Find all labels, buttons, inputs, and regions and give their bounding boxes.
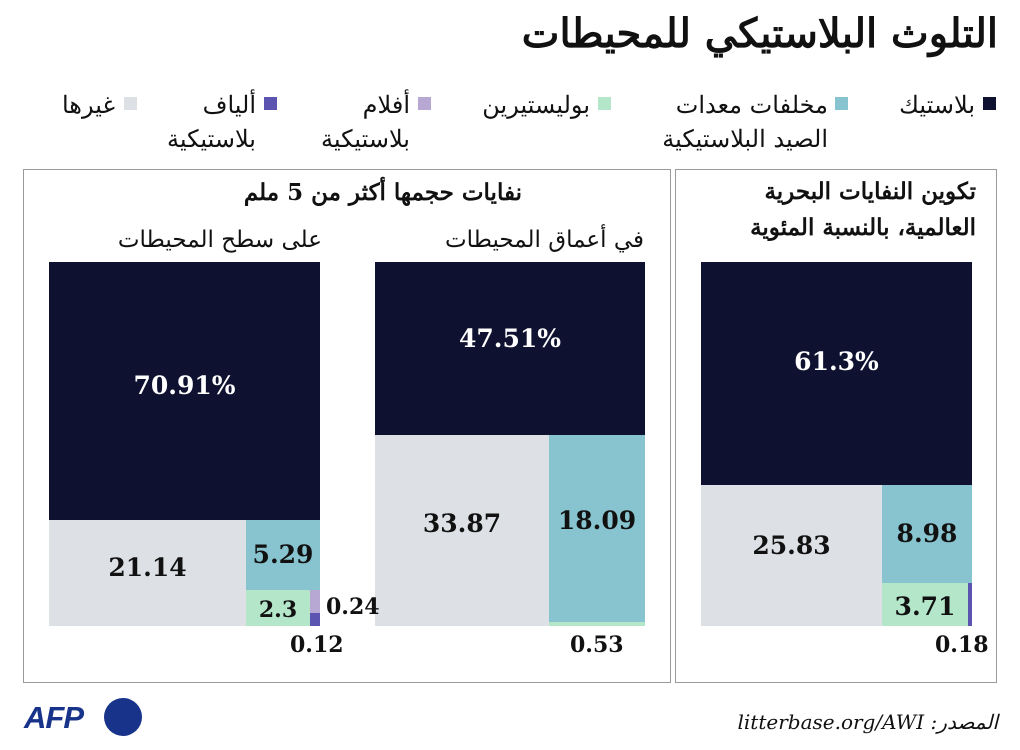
deep-fishing-cell: [549, 435, 645, 622]
legend-swatch-fishing: [835, 97, 848, 110]
surface-polystyrene-cell: [246, 590, 310, 626]
legend-swatch-films: [418, 97, 431, 110]
surface-fishing-label: 5.29: [252, 540, 314, 569]
legend-label-fishing: مخلفات معدات الصيد البلاستيكية: [662, 91, 828, 153]
deep-polystyrene-cell: [549, 622, 645, 626]
deep-plastic-label: 47.51%: [458, 323, 562, 353]
global-plastic-label: 61.3%: [794, 346, 879, 376]
global-polystyrene-label: 3.71: [894, 591, 956, 621]
surface-polystyrene-label: 2.3: [258, 597, 298, 623]
global-polystyrene-cell: [882, 583, 968, 626]
legend-swatch-other: [124, 97, 137, 110]
panel-global-waste: تكوين النفايات البحرية العالمية، بالنسبة…: [675, 169, 997, 683]
chart-title: التلوث البلاستيكي للمحيطات: [521, 10, 998, 57]
afp-logo: AFP: [24, 698, 144, 738]
legend-label-fibers: ألياف بلاستيكية: [167, 91, 256, 153]
legend-label-films: أفلام بلاستيكية: [321, 91, 410, 153]
legend-label-plastic: بلاستيك: [899, 91, 975, 119]
panel-global-title: تكوين النفايات البحرية العالمية، بالنسبة…: [750, 178, 976, 241]
global-fibers-label: 0.18: [935, 632, 989, 658]
surface-fibers-cell: [310, 613, 320, 626]
legend: بلاستيك مخلفات معدات الصيد البلاستيكية ب…: [0, 88, 1020, 158]
deep-plastic-cell: [375, 262, 645, 435]
legend-swatch-polystyrene: [598, 97, 611, 110]
global-fishing-label: 8.98: [896, 519, 958, 548]
surface-other-cell: [49, 520, 246, 626]
surface-ocean-label: على سطح المحيطات: [117, 227, 322, 253]
surface-films-label: 0.24: [326, 594, 380, 620]
surface-plastic-cell: [49, 262, 320, 520]
deep-fishing-label: 18.09: [557, 505, 637, 535]
panel-large-waste: نفايات حجمها أكثر من 5 ملم في أعماق المح…: [23, 169, 671, 683]
global-other-cell: [701, 485, 882, 626]
surface-plastic-label: 70.91%: [133, 371, 236, 400]
deep-polystyrene-label: 0.53: [570, 632, 624, 658]
surface-other-label: 21.14: [108, 553, 187, 582]
legend-swatch-fibers: [264, 97, 277, 110]
panel-large-title: نفايات حجمها أكثر من 5 ملم: [243, 179, 522, 206]
global-fibers-cell: [968, 583, 972, 626]
deep-ocean-label: في أعماق المحيطات: [444, 227, 644, 253]
global-plastic-cell: [701, 262, 972, 485]
global-other-label: 25.83: [752, 530, 831, 560]
global-fishing-cell: [882, 485, 972, 583]
source-note: المصدر: litterbase.org/AWI: [737, 710, 999, 734]
deep-other-cell: [375, 435, 549, 626]
legend-label-other: غيرها: [61, 91, 115, 119]
surface-fishing-cell: [246, 520, 320, 590]
surface-fibers-label: 0.12: [290, 632, 344, 658]
surface-films-cell: [310, 590, 320, 613]
legend-label-polystyrene: بوليستيرين: [482, 91, 590, 119]
deep-other-label: 33.87: [422, 508, 502, 538]
legend-swatch-plastic: [983, 97, 996, 110]
